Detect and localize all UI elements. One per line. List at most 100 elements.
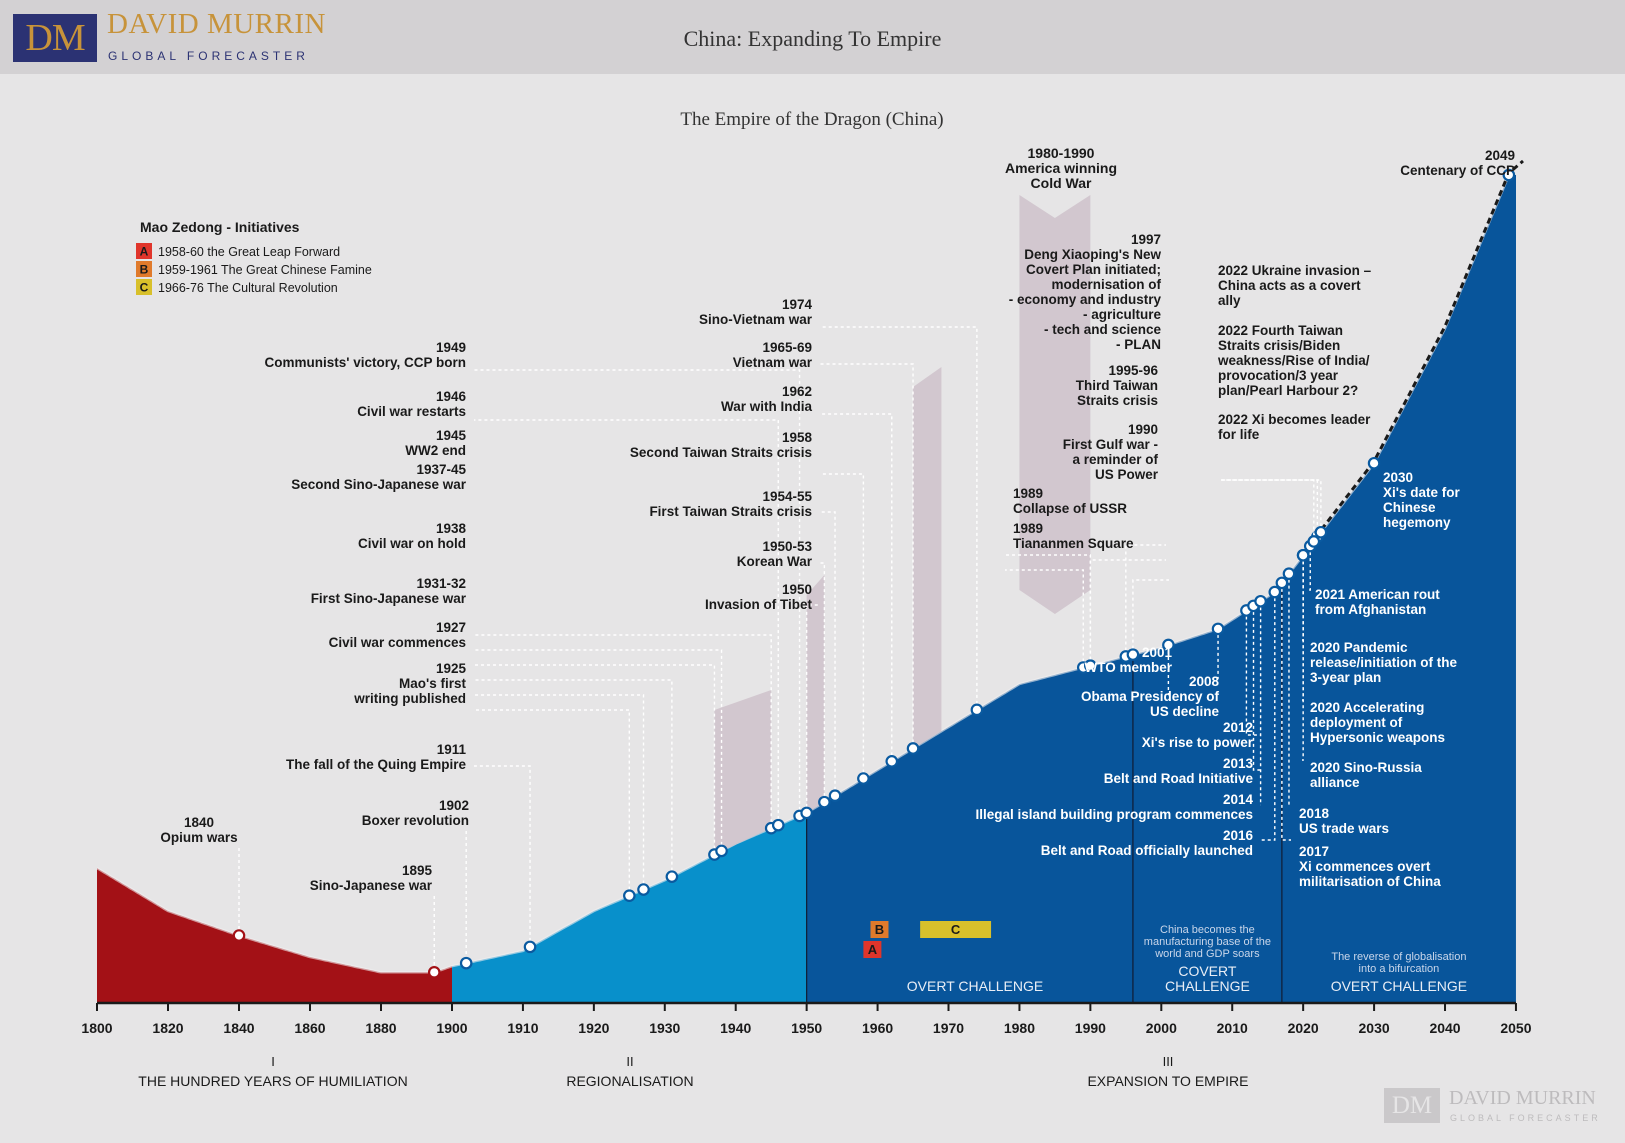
event-marker — [427, 966, 441, 979]
event-label: First Gulf war - — [1063, 437, 1158, 452]
event-label: 1911 — [437, 742, 467, 757]
event-label: for life — [1218, 427, 1260, 442]
event-marker — [1314, 525, 1328, 539]
initiative-letter: A — [868, 942, 878, 957]
event-label: - tech and science — [1044, 322, 1162, 337]
event-leader-line — [1089, 559, 1166, 666]
event-label: 2016 — [1223, 828, 1254, 843]
phase-label-2: COVERT — [1178, 963, 1237, 979]
x-tick-label: 1800 — [81, 1020, 112, 1036]
event-label: 1927 — [436, 620, 466, 635]
event-label: Second Taiwan Straits crisis — [630, 445, 812, 460]
header-bar: DM DAVID MURRIN GLOBAL FORECASTER China:… — [0, 0, 1625, 74]
phase-label-2: CHALLENGE — [1165, 978, 1250, 994]
event-marker — [818, 795, 831, 809]
event-marker — [1162, 638, 1175, 652]
era-numeral-2: II — [626, 1054, 633, 1069]
event-label: 2017 — [1299, 844, 1329, 859]
event-label: 1949 — [436, 340, 466, 355]
legend-item-text: 1958-60 the Great Leap Forward — [158, 245, 340, 259]
event-label: 2020 Accelerating — [1310, 700, 1424, 715]
legend-item-text: 1966-76 The Cultural Revolution — [158, 281, 338, 295]
event-marker — [1084, 659, 1097, 672]
chart-title: The Empire of the Dragon (China) — [680, 109, 943, 130]
event-label: Civil war commences — [329, 635, 466, 650]
event-label: 2018 — [1299, 806, 1330, 821]
event-leader-line — [474, 664, 716, 855]
event-label: 1962 — [782, 384, 812, 399]
legend-letter: A — [140, 245, 149, 259]
event-leader-line — [820, 326, 978, 710]
event-label: 1990 — [1128, 422, 1158, 437]
event-label: ally — [1218, 293, 1241, 308]
war-band-vietnam — [913, 367, 942, 749]
x-tick-label: 1920 — [578, 1020, 609, 1036]
x-tick-label: 1910 — [507, 1020, 538, 1036]
event-label: from Afghanistan — [1315, 602, 1426, 617]
event-label: 2013 — [1223, 756, 1254, 771]
phase-note-2: China becomes the — [1160, 924, 1255, 936]
legend-item-text: 1959-1961 The Great Chinese Famine — [158, 263, 372, 277]
event-label: Second Sino-Japanese war — [291, 477, 467, 492]
era-label-3: EXPANSION TO EMPIRE — [1087, 1073, 1248, 1089]
event-label: 1946 — [436, 389, 467, 404]
event-leader-line — [474, 369, 801, 816]
phase-note-3: into a bifurcation — [1359, 963, 1440, 975]
event-marker — [1211, 622, 1225, 636]
legend-swatch-c — [136, 279, 152, 295]
event-label: 2012 — [1223, 720, 1253, 735]
event-label: Chinese — [1383, 500, 1436, 515]
footer-logo-subtitle: GLOBAL FORECASTER — [1450, 1113, 1601, 1123]
x-tick-label: 1860 — [294, 1020, 325, 1036]
event-label: Sino-Vietnam war — [699, 312, 813, 327]
event-leader-line — [820, 413, 893, 762]
event-marker — [857, 772, 870, 785]
event-label: 1995-96 — [1108, 363, 1158, 378]
x-tick-label: 2000 — [1146, 1020, 1177, 1036]
event-label: - PLAN — [1116, 337, 1161, 352]
cold-war-note-line: Cold War — [1031, 175, 1092, 191]
event-label: Communists' victory, CCP born — [265, 355, 467, 370]
event-leader-line — [474, 649, 723, 851]
x-tick-label: 1950 — [791, 1020, 822, 1036]
initiative-bar-c — [920, 921, 992, 938]
event-label: 2020 Sino-Russia — [1310, 760, 1422, 775]
event-label: 2022 Fourth Taiwan — [1218, 323, 1343, 338]
event-label: modernisation of — [1051, 277, 1161, 292]
event-label: Belt and Road Initiative — [1104, 771, 1254, 786]
event-leader-line — [1132, 579, 1169, 655]
event-label: 3-year plan — [1310, 670, 1381, 685]
era-area-3 — [806, 175, 1516, 1003]
event-leader-line — [1005, 569, 1084, 668]
event-label: 2022 Ukraine invasion – — [1218, 263, 1372, 278]
initiative-letter: C — [951, 922, 961, 937]
legend-swatch-b — [136, 261, 152, 277]
x-tick-label: 1820 — [152, 1020, 183, 1036]
event-leader-line — [1281, 582, 1291, 841]
x-tick-label: 1940 — [720, 1020, 751, 1036]
event-marker — [459, 956, 473, 970]
war-band-sino-japanese — [714, 690, 772, 855]
era-numeral-1: I — [271, 1054, 275, 1069]
event-label: 1958 — [782, 430, 813, 445]
event-label: 2008 — [1189, 674, 1220, 689]
x-tick-label: 2050 — [1500, 1020, 1531, 1036]
event-marker — [715, 844, 728, 858]
event-leader-line — [1245, 610, 1261, 736]
era-numeral-3: III — [1163, 1054, 1174, 1069]
phase-note-2: world and GDP soars — [1154, 948, 1260, 960]
event-label: US Power — [1095, 467, 1159, 482]
x-tick-label: 2030 — [1359, 1020, 1390, 1036]
event-leader-line — [474, 709, 631, 896]
event-label: 1989 — [1013, 521, 1043, 536]
event-leader-line — [1307, 546, 1311, 591]
event-label: Third Taiwan — [1076, 378, 1158, 393]
event-label: 1945 — [436, 428, 467, 443]
x-tick-label: 1840 — [223, 1020, 254, 1036]
x-tick-label: 1990 — [1075, 1020, 1106, 1036]
event-marker — [623, 889, 636, 902]
event-marker — [970, 703, 984, 717]
event-label: First Taiwan Straits crisis — [649, 504, 812, 519]
event-leader-line — [1261, 592, 1276, 841]
event-marker — [523, 940, 537, 954]
